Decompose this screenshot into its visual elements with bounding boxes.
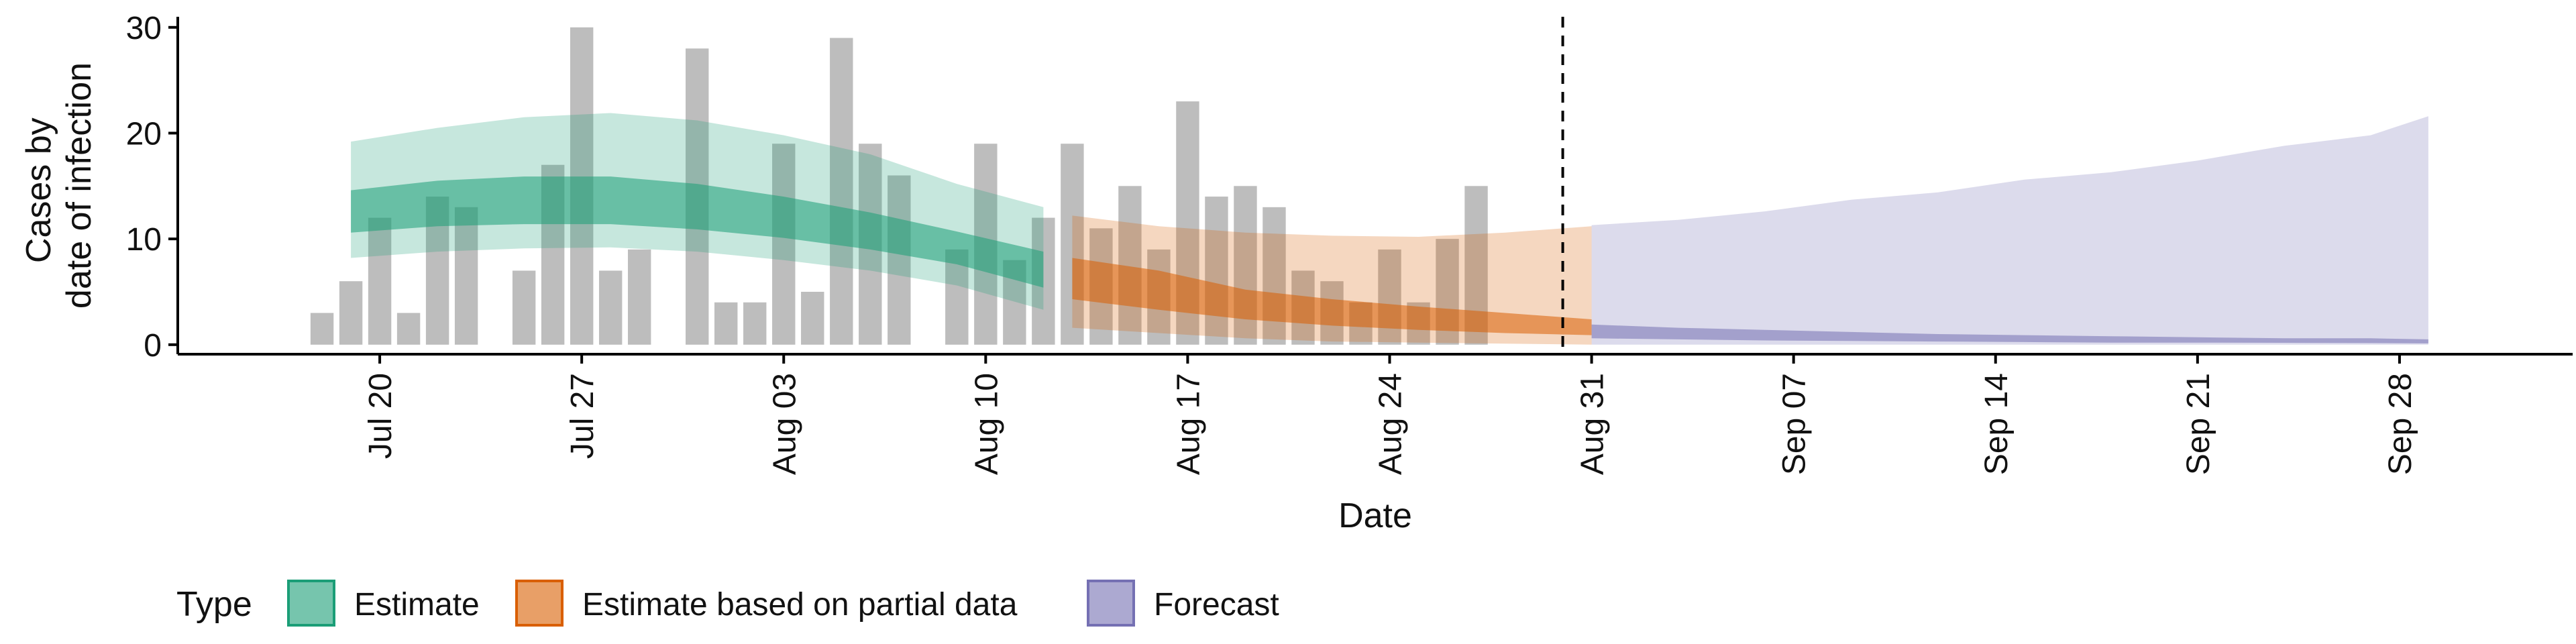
bar bbox=[830, 38, 853, 345]
x-tick-label: Jul 27 bbox=[565, 373, 600, 459]
bar bbox=[1061, 144, 1084, 345]
y-tick-label: 0 bbox=[144, 328, 162, 364]
band-50 bbox=[1591, 324, 2428, 343]
bar bbox=[627, 249, 651, 345]
y-tick-label: 30 bbox=[126, 11, 162, 46]
estimate-bands bbox=[351, 113, 2428, 345]
x-tick-label: Sep 07 bbox=[1777, 373, 1813, 475]
bar bbox=[888, 175, 911, 345]
y-tick-label: 10 bbox=[126, 222, 162, 258]
x-tick-label: Sep 14 bbox=[1979, 373, 2015, 475]
y-axis-title: Cases by date of infection bbox=[19, 62, 99, 309]
bar bbox=[714, 302, 738, 345]
x-tick-label: Aug 10 bbox=[969, 373, 1004, 475]
bar bbox=[743, 302, 767, 345]
bar bbox=[598, 270, 623, 345]
x-tick-label: Sep 28 bbox=[2383, 373, 2418, 475]
y-axis-title-line-1: Cases by bbox=[19, 117, 58, 263]
band-50 bbox=[1072, 258, 1592, 335]
x-ticks: Jul 20 Jul 27 Aug 03 Aug 10 Aug 17 Aug 24 Aug … bbox=[363, 354, 2418, 475]
x-tick-label: Aug 03 bbox=[767, 373, 802, 475]
legend-label: Forecast bbox=[1154, 587, 1279, 623]
bar bbox=[772, 144, 796, 345]
legend-swatch bbox=[515, 580, 564, 627]
bar bbox=[368, 217, 392, 345]
x-axis-title: Date bbox=[1338, 496, 1412, 535]
bar bbox=[339, 281, 363, 345]
bar bbox=[512, 270, 536, 345]
x-tick-label: Aug 31 bbox=[1575, 373, 1611, 475]
legend-title: Type bbox=[176, 585, 252, 624]
bar bbox=[454, 207, 478, 345]
x-tick-label: Sep 21 bbox=[2181, 373, 2216, 475]
x-tick-label: Jul 20 bbox=[363, 373, 398, 459]
y-axis-title-line-2: date of infection bbox=[60, 62, 99, 309]
legend-items: Estimate Estimate based on partial data Fo… bbox=[287, 580, 1279, 627]
band-50 bbox=[351, 176, 1044, 288]
bar bbox=[801, 291, 824, 345]
bar bbox=[1205, 197, 1228, 345]
y-tick-label: 20 bbox=[126, 116, 162, 152]
legend-label: Estimate bbox=[354, 587, 480, 623]
bar bbox=[396, 313, 421, 345]
legend-swatch bbox=[1087, 580, 1135, 627]
x-tick-label: Aug 24 bbox=[1373, 373, 1409, 475]
legend-swatch bbox=[287, 580, 335, 627]
bar bbox=[310, 313, 334, 345]
band-90 bbox=[1591, 116, 2428, 345]
legend: Type Estimate Estimate based on partial d… bbox=[176, 580, 1279, 627]
legend-label: Estimate based on partial data bbox=[582, 587, 1018, 623]
axes: 0 10 20 30 Jul 20 Jul 27 Aug 03 Aug 10 Aug 17 Au… bbox=[126, 11, 2573, 475]
x-tick-label: Aug 17 bbox=[1171, 373, 1206, 475]
y-ticks: 0 10 20 30 bbox=[126, 11, 178, 364]
